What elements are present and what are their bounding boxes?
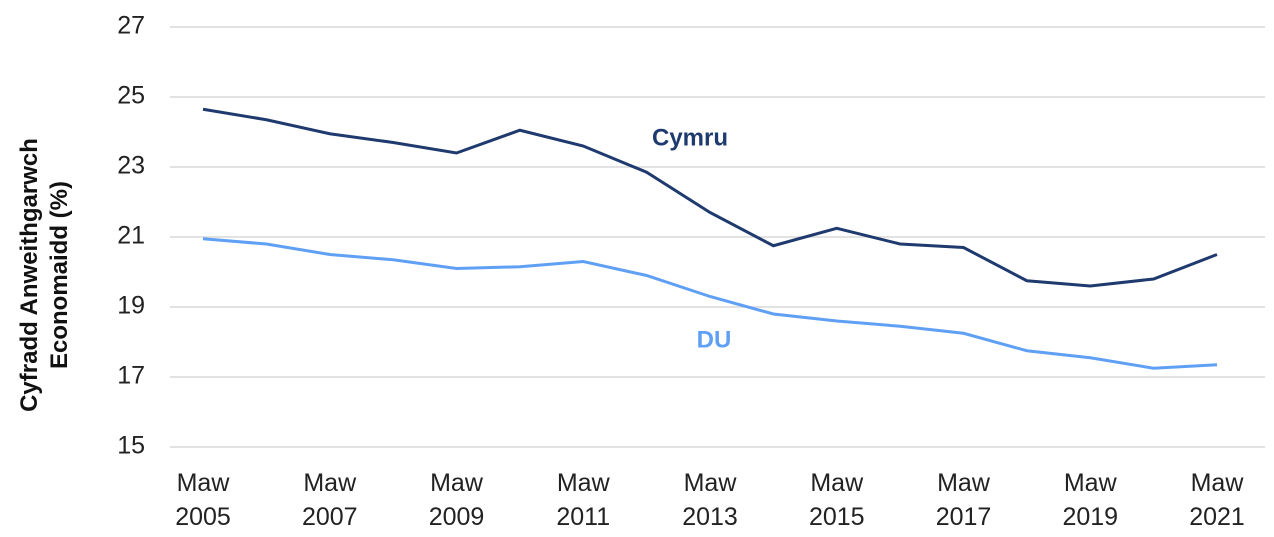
y-axis-label: Cyfradd Anweithgarwch Economaidd (%)	[16, 138, 73, 412]
y-tick-label: 23	[117, 152, 145, 180]
x-tick-label: Maw 2005	[175, 469, 231, 531]
x-tick-label: Maw 2011	[556, 469, 611, 531]
series-line	[202, 107, 1218, 288]
y-tick-label: 17	[117, 362, 145, 390]
series-label: Cymru	[652, 124, 728, 151]
y-tick-label: 27	[117, 12, 145, 40]
series-label: DU	[697, 326, 732, 353]
y-tick-label: 25	[117, 82, 145, 110]
x-tick-label: Maw 2013	[682, 469, 738, 531]
x-tick-label: Maw 2019	[1062, 469, 1119, 531]
x-tick-label: Maw 2009	[428, 469, 485, 531]
x-tick-label: Maw 2015	[808, 469, 865, 531]
series-line	[202, 237, 1218, 370]
y-tick-label: 21	[117, 222, 145, 250]
x-tick-label: Maw 2007	[301, 469, 358, 531]
x-tick-label: Maw 2017	[935, 469, 992, 531]
y-tick-label: 19	[117, 292, 145, 320]
y-tick-label: 15	[117, 432, 145, 460]
x-tick-label: Maw 2021	[1189, 469, 1245, 531]
